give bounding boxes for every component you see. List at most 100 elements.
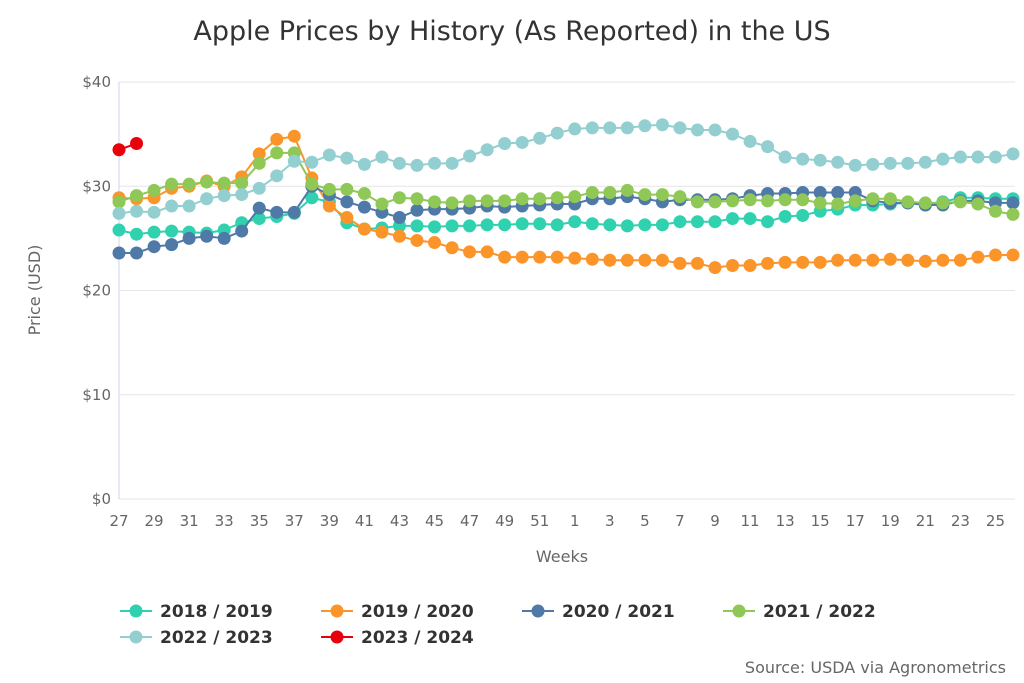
y-tick-label: $40 [82,73,111,91]
data-point [305,191,319,205]
legend-label: 2023 / 2024 [361,628,474,648]
data-point [463,219,477,233]
data-point [165,224,179,238]
data-point [322,148,336,162]
data-point [971,250,985,264]
data-point [410,219,424,233]
data-point [796,255,810,269]
data-point [848,194,862,208]
legend-item[interactable]: 2018 / 2019 [120,602,273,622]
data-point [883,156,897,170]
data-point [918,254,932,268]
data-point [901,253,915,267]
series-line [118,135,1013,269]
x-tick-label: 5 [640,512,650,530]
data-point [235,176,249,190]
data-point [1006,147,1020,161]
data-point [410,158,424,172]
data-point [130,137,144,151]
data-point [813,186,827,200]
data-point [305,155,319,169]
data-point [270,169,284,183]
series-line [118,196,1013,236]
data-point [322,182,336,196]
x-tick-label: 47 [460,512,479,530]
data-point [498,218,512,232]
legend-item[interactable]: 2022 / 2023 [120,628,273,648]
data-point [270,146,284,160]
x-tick-label: 3 [605,512,615,530]
data-point [638,218,652,232]
data-point [515,250,529,264]
data-point [480,218,494,232]
series-20212022 [112,146,1020,221]
data-point [428,236,442,250]
data-point [866,157,880,171]
data-point [638,188,652,202]
x-tick-label: 29 [145,512,164,530]
data-point [252,156,266,170]
data-point [252,212,266,226]
data-point [831,186,845,200]
legend-item[interactable]: 2021 / 2022 [723,602,876,622]
data-point [252,201,266,215]
data-point [147,205,161,219]
data-point [971,197,985,211]
x-tick-label: 31 [180,512,199,530]
data-point [305,177,319,191]
data-point [848,158,862,172]
data-point [392,156,406,170]
legend-label: 2022 / 2023 [160,628,273,648]
data-point [287,129,301,143]
data-point [498,250,512,264]
data-point [673,215,687,229]
data-point [918,196,932,210]
data-point [778,209,792,223]
data-point [953,253,967,267]
data-point [708,261,722,275]
series-line [118,151,1014,216]
x-tick-label: 41 [355,512,374,530]
data-point [988,150,1002,164]
legend-item[interactable]: 2019 / 2020 [321,602,474,622]
data-point [165,199,179,213]
data-point [901,195,915,209]
chart-title: Apple Prices by History (As Reported) in… [193,16,830,47]
data-point [603,121,617,135]
data-point [778,150,792,164]
data-point [480,194,494,208]
data-point [428,195,442,209]
data-point [655,218,669,232]
data-point [533,131,547,145]
data-point [918,155,932,169]
x-tick-label: 35 [250,512,269,530]
data-point [848,253,862,267]
data-point [392,211,406,225]
data-point [217,231,231,245]
data-point [130,227,144,241]
data-point [708,195,722,209]
legend-item[interactable]: 2023 / 2024 [321,628,474,648]
data-point [463,245,477,259]
data-point [743,193,757,207]
data-point [971,150,985,164]
legend-item[interactable]: 2020 / 2021 [522,602,675,622]
series-group [112,118,1020,275]
data-point [603,218,617,232]
data-point [375,225,389,239]
x-axis-label: Weeks [536,547,588,566]
legend-marker [732,604,746,618]
legend-label: 2021 / 2022 [763,602,876,622]
data-point [568,190,582,204]
data-point [112,206,126,220]
data-point [726,258,740,272]
x-tick-label: 11 [741,512,760,530]
data-point [690,195,704,209]
data-point [761,140,775,154]
x-tick-label: 1 [570,512,580,530]
data-point [866,192,880,206]
x-axis: 27 29 31 33 35 37 39 41 43 45 47 49 51 1 3 5 7 9 11 13 15 17 1… [109,512,1005,530]
x-tick-label: 23 [951,512,970,530]
data-point [463,194,477,208]
